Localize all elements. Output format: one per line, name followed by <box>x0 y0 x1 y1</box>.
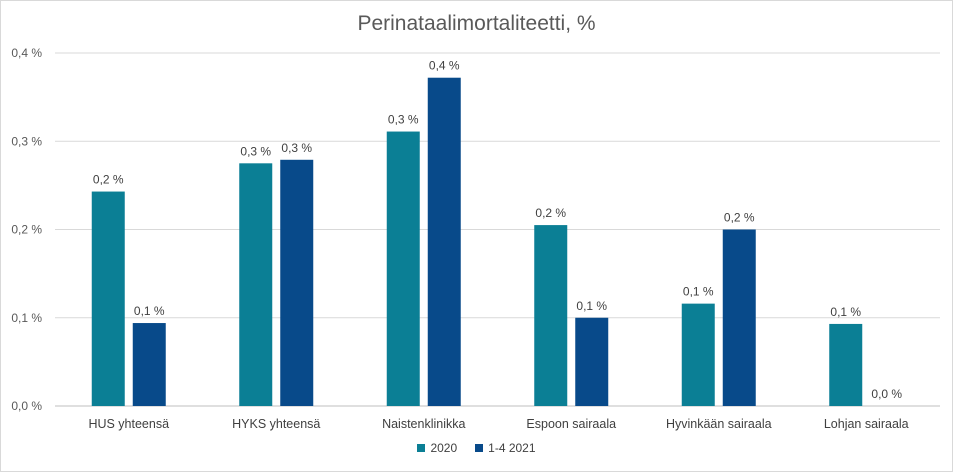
data-label: 0,3 % <box>388 113 419 127</box>
legend-swatch <box>475 444 484 452</box>
data-label: 0,2 % <box>724 211 755 225</box>
bars <box>91 77 863 407</box>
x-axis-categories: HUS yhteensä HYKS yhteensä Naistenklinikka… <box>88 417 908 431</box>
bar <box>722 229 756 406</box>
bar <box>427 77 461 407</box>
legend-item-2020: 2020 <box>417 441 457 455</box>
bar <box>829 323 863 406</box>
bar <box>575 317 609 406</box>
data-label: 0,1 % <box>830 305 861 319</box>
data-labels: 0,2 % 0,1 % 0,3 % 0,3 % 0,3 % 0,4 % 0,2 % 0,1 %… <box>93 59 903 401</box>
data-label: 0,2 % <box>535 206 566 220</box>
bar <box>386 131 420 407</box>
bar <box>681 303 715 406</box>
data-label: 0,0 % <box>871 387 902 401</box>
bar <box>132 323 166 406</box>
bar <box>239 163 273 406</box>
x-category-label: HUS yhteensä <box>88 417 169 431</box>
y-axis-ticks: 0,0 % 0,1 % 0,2 % 0,3 % 0,4 % <box>11 46 42 413</box>
bar <box>534 225 568 406</box>
legend: 2020 1-4 2021 <box>0 441 953 455</box>
data-label: 0,3 % <box>240 144 271 158</box>
data-label: 0,4 % <box>429 59 460 73</box>
y-tick-label: 0,0 % <box>11 399 42 413</box>
legend-label: 1-4 2021 <box>488 441 536 455</box>
x-category-label: Lohjan sairaala <box>824 417 909 431</box>
legend-swatch <box>417 444 426 452</box>
data-label: 0,1 % <box>683 285 714 299</box>
x-category-label: Naistenklinikka <box>382 417 465 431</box>
data-label: 0,1 % <box>134 304 165 318</box>
y-tick-label: 0,3 % <box>11 134 42 148</box>
chart-title: Perinataalimortaliteetti, % <box>357 12 596 35</box>
x-category-label: Espoon sairaala <box>526 417 616 431</box>
x-category-label: HYKS yhteensä <box>232 417 320 431</box>
y-tick-label: 0,2 % <box>11 223 42 237</box>
data-label: 0,2 % <box>93 173 124 187</box>
bar <box>91 191 125 406</box>
data-label: 0,1 % <box>576 299 607 313</box>
gridlines <box>55 52 940 407</box>
y-tick-label: 0,4 % <box>11 46 42 60</box>
legend-item-2021: 1-4 2021 <box>475 441 536 455</box>
legend-label: 2020 <box>430 441 458 455</box>
bar <box>280 159 314 406</box>
data-label: 0,3 % <box>281 141 312 155</box>
y-tick-label: 0,1 % <box>11 311 42 325</box>
x-category-label: Hyvinkään sairaala <box>666 417 772 431</box>
